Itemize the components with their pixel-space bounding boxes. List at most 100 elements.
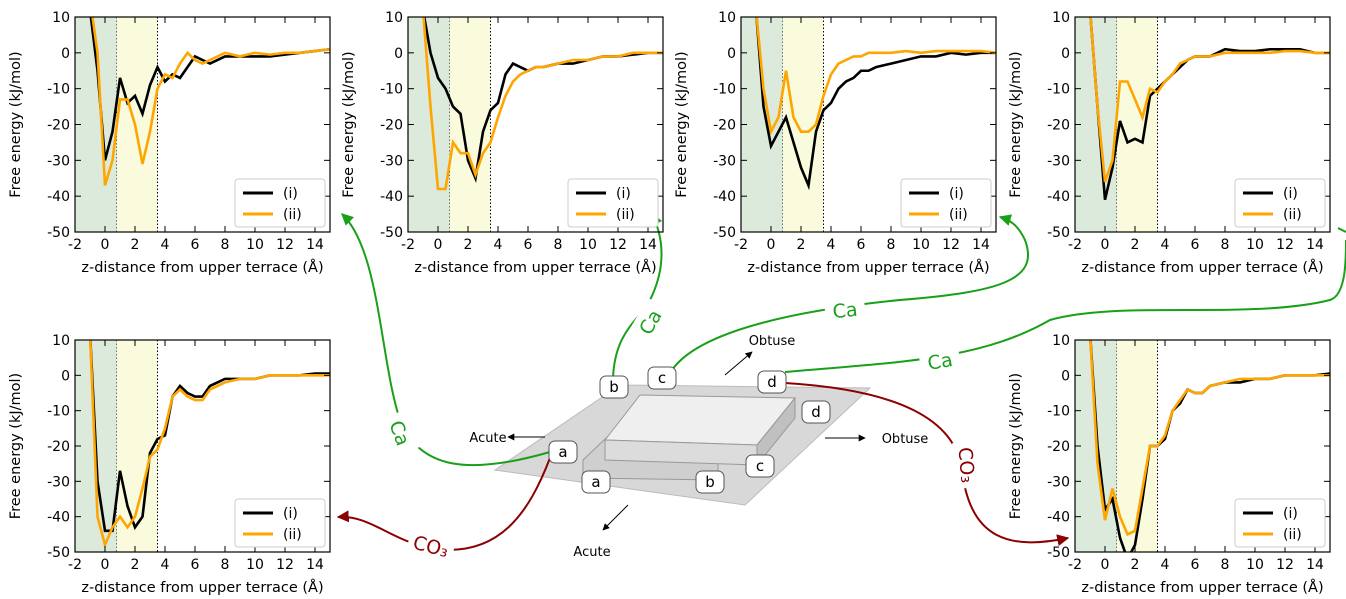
x-tick-label: -2	[734, 237, 748, 253]
arrow	[602, 504, 629, 531]
y-tick-label: -50	[380, 225, 403, 241]
y-tick-label: 0	[61, 368, 70, 384]
y-tick-label: -20	[47, 439, 70, 455]
y-tick-label: -30	[713, 153, 736, 169]
y-tick-label: -30	[47, 153, 70, 169]
surface-diagram: Acute Obtuse Obtuse Acute a b c d a b c …	[336, 212, 1346, 565]
site-label: d	[767, 373, 777, 391]
x-axis-label: z-distance from upper terrace (Å)	[747, 259, 989, 276]
x-tick-label: 12	[1276, 237, 1294, 253]
x-axis-label: z-distance from upper terrace (Å)	[1081, 579, 1323, 595]
x-tick-label: 14	[1306, 557, 1324, 573]
y-tick-label: -50	[1047, 545, 1070, 561]
y-tick-label: -50	[47, 545, 70, 561]
x-tick-label: 4	[494, 237, 503, 253]
shaded-region	[117, 340, 158, 552]
y-axis-label: Free energy (kJ/mol)	[8, 51, 24, 197]
x-tick-label: 8	[1221, 237, 1230, 253]
y-tick-label: -40	[380, 189, 403, 205]
front	[604, 439, 758, 466]
y-tick-label: 0	[727, 46, 736, 62]
legend-label: (ii)	[283, 207, 302, 223]
y-tick-label: 0	[1061, 368, 1070, 384]
y-tick-label: -10	[47, 82, 70, 98]
chart: -2 0 2 4 6 8 10 12 14-50-40-30-20-10010z-distanc…	[1008, 333, 1331, 596]
direction-label: Obtuse	[749, 334, 796, 349]
x-tick-label: 8	[1221, 557, 1230, 573]
site-label: c	[658, 369, 666, 387]
x-tick-label: 4	[161, 557, 170, 573]
x-tick-label: 12	[276, 557, 294, 573]
legend-label: (ii)	[1283, 527, 1302, 543]
legend-box	[1234, 178, 1326, 228]
site-label: c	[756, 457, 764, 475]
x-tick-label: 10	[912, 237, 930, 253]
y-tick-label: -20	[1047, 118, 1070, 134]
x-tick-label: 10	[1246, 557, 1264, 573]
y-tick-label: -40	[47, 189, 70, 205]
x-tick-label: 6	[1191, 557, 1200, 573]
y-axis-label: Free energy (kJ/mol)	[674, 51, 690, 197]
y-tick-label: -10	[380, 82, 403, 98]
x-tick-label: 6	[524, 237, 533, 253]
series-line	[1089, 17, 1330, 201]
y-axis-label: Free energy (kJ/mol)	[341, 51, 357, 197]
site-boxes	[548, 366, 831, 494]
y-tick-label: 10	[1052, 333, 1070, 349]
x-tick-label: 0	[767, 237, 776, 253]
x-tick-label: -2	[401, 237, 415, 253]
connector-label: CO₃	[953, 446, 978, 484]
x-tick-label: 14	[1306, 237, 1324, 253]
series-line	[88, 340, 330, 549]
x-tick-label: 8	[554, 237, 563, 253]
connector-label: Ca	[832, 299, 859, 323]
chart: -2 0 2 4 6 8 10 12 14-50-40-30-20-10010z-distanc…	[8, 333, 331, 596]
x-tick-label: 2	[1131, 557, 1140, 573]
y-tick-label: 10	[52, 333, 70, 349]
x-tick-label: 8	[221, 557, 230, 573]
y-tick-label: -20	[1047, 439, 1070, 455]
connector-label: Ca	[926, 349, 954, 375]
legend-label: (i)	[616, 186, 631, 202]
series-line	[755, 17, 996, 191]
site-label: a	[558, 443, 567, 461]
y-tick-label: -40	[1047, 189, 1070, 205]
x-tick-label: -2	[1068, 237, 1082, 253]
y-tick-label: -20	[47, 118, 70, 134]
shaded-region	[408, 17, 450, 232]
x-tick-label: 2	[131, 557, 140, 573]
x-tick-label: 14	[639, 237, 657, 253]
y-axis-label: Free energy (kJ/mol)	[1008, 51, 1024, 197]
x-tick-label: 6	[857, 237, 866, 253]
y-tick-label: 10	[52, 10, 70, 26]
x-tick-label: 4	[1161, 237, 1170, 253]
y-tick-label: -10	[1047, 82, 1070, 98]
y-tick-label: 10	[385, 10, 403, 26]
y-tick-label: 0	[394, 46, 403, 62]
legend-label: (i)	[283, 506, 298, 522]
legend-box	[234, 498, 326, 548]
direction-label: Acute	[469, 431, 506, 446]
x-tick-label: 4	[161, 237, 170, 253]
site-label: b	[705, 473, 715, 491]
y-tick-label: -30	[47, 474, 70, 490]
x-axis-label: z-distance from upper terrace (Å)	[1081, 259, 1323, 276]
y-tick-label: -10	[713, 82, 736, 98]
shaded-region	[450, 17, 491, 232]
series-line	[91, 17, 330, 186]
y-tick-label: -50	[713, 225, 736, 241]
legend-box	[900, 178, 992, 228]
site-label: d	[811, 403, 821, 421]
y-tick-label: -50	[1047, 225, 1070, 241]
series-line	[422, 17, 663, 191]
x-tick-label: 0	[434, 237, 443, 253]
x-tick-label: 2	[797, 237, 806, 253]
x-tick-label: -2	[68, 237, 82, 253]
x-tick-label: 6	[191, 557, 200, 573]
y-tick-label: -30	[380, 153, 403, 169]
arrow	[724, 351, 753, 376]
y-tick-label: 10	[1052, 10, 1070, 26]
shaded-region	[741, 17, 783, 232]
y-tick-label: 0	[1061, 46, 1070, 62]
shaded-region	[1117, 17, 1158, 232]
